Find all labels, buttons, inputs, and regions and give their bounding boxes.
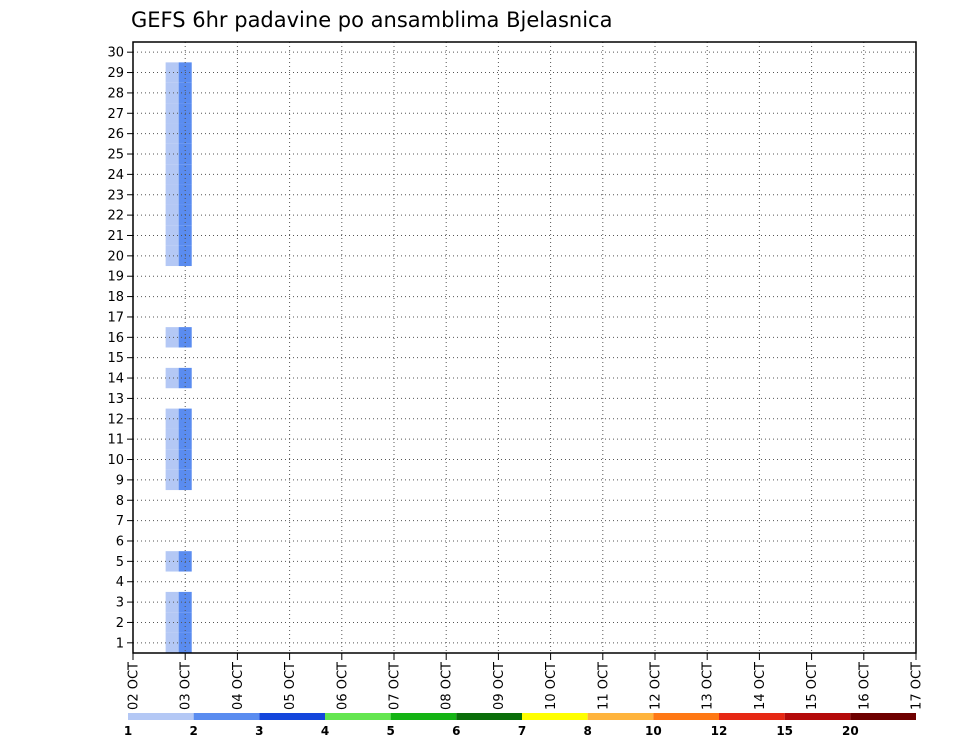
legend-label: 15 xyxy=(776,724,793,738)
legend-label: 4 xyxy=(321,724,329,738)
heatmap-cell xyxy=(165,408,179,429)
y-tick-label: 3 xyxy=(116,596,124,611)
y-tick-label: 7 xyxy=(116,514,124,529)
x-tick-label: 09 OCT xyxy=(492,662,507,710)
heatmap-cell xyxy=(165,632,179,653)
legend-label: 1 xyxy=(124,724,132,738)
heatmap-cell xyxy=(165,164,179,185)
x-tick-label: 03 OCT xyxy=(179,662,194,710)
x-tick-label: 14 OCT xyxy=(753,662,768,710)
heatmap-cell xyxy=(165,591,179,613)
legend-label: 3 xyxy=(255,724,263,738)
x-tick-label: 04 OCT xyxy=(231,662,246,710)
chart-title: GEFS 6hr padavine po ansamblima Bjelasni… xyxy=(131,8,612,32)
legend-swatch xyxy=(259,713,325,720)
legend-label: 6 xyxy=(452,724,460,738)
y-tick-label: 9 xyxy=(116,473,124,488)
y-tick-label: 4 xyxy=(116,575,124,590)
y-axis: 1234567891011121314151617181920212223242… xyxy=(107,46,133,651)
y-tick-label: 26 xyxy=(107,127,124,142)
y-tick-label: 10 xyxy=(107,453,124,468)
heatmap-cell xyxy=(165,225,179,246)
y-tick-label: 8 xyxy=(116,494,124,509)
y-tick-label: 12 xyxy=(107,412,124,427)
y-tick-label: 14 xyxy=(107,372,124,387)
x-tick-label: 02 OCT xyxy=(127,662,142,710)
x-tick-label: 05 OCT xyxy=(283,662,298,710)
heatmap-cell xyxy=(165,612,179,633)
legend-swatch xyxy=(850,713,916,720)
legend-label: 2 xyxy=(189,724,197,738)
x-tick-label: 06 OCT xyxy=(335,662,350,710)
heatmap-cell xyxy=(165,143,179,165)
heatmap-cell xyxy=(165,82,179,104)
legend-swatch xyxy=(456,713,522,720)
y-tick-label: 27 xyxy=(107,107,124,122)
heatmap-cell xyxy=(165,184,179,205)
x-tick-label: 15 OCT xyxy=(805,662,820,710)
y-tick-label: 6 xyxy=(116,534,124,549)
y-tick-label: 30 xyxy=(107,46,124,61)
legend-swatch xyxy=(522,713,588,720)
y-tick-label: 24 xyxy=(107,168,124,183)
legend-swatch xyxy=(193,713,260,720)
y-tick-label: 2 xyxy=(116,616,124,631)
heatmap-cell xyxy=(165,204,179,226)
y-tick-label: 15 xyxy=(107,351,124,366)
legend-label: 5 xyxy=(386,724,394,738)
x-tick-label: 08 OCT xyxy=(440,662,455,710)
y-tick-label: 17 xyxy=(107,310,124,325)
heatmap-cell xyxy=(165,551,179,572)
legend-swatch xyxy=(719,713,785,720)
legend-swatch xyxy=(325,713,391,720)
heatmap-cell xyxy=(165,62,179,83)
x-tick-label: 13 OCT xyxy=(701,662,716,710)
y-tick-label: 18 xyxy=(107,290,124,305)
legend-swatch xyxy=(784,713,851,720)
y-tick-label: 22 xyxy=(107,209,124,224)
y-tick-label: 23 xyxy=(107,188,124,203)
grid-lines xyxy=(133,42,916,653)
legend-label: 8 xyxy=(583,724,591,738)
x-axis: 02 OCT 03 OCT 04 OCT 05 OCT 06 OCT 07 OCT 08 O… xyxy=(127,653,925,710)
legend-label: 20 xyxy=(842,724,859,738)
heatmap-cell xyxy=(165,449,179,470)
legend-label: 7 xyxy=(518,724,526,738)
y-tick-label: 21 xyxy=(107,229,124,244)
x-tick-label: 12 OCT xyxy=(649,662,664,710)
y-tick-label: 28 xyxy=(107,86,124,101)
heatmap-cell xyxy=(165,469,179,491)
heatmap-cell xyxy=(165,367,179,389)
x-tick-label: 11 OCT xyxy=(596,662,611,710)
legend-label: 10 xyxy=(645,724,662,738)
legend-swatch xyxy=(128,713,194,720)
y-tick-label: 20 xyxy=(107,249,124,264)
x-tick-label: 17 OCT xyxy=(910,662,925,710)
y-tick-label: 5 xyxy=(116,555,124,570)
y-tick-label: 16 xyxy=(107,331,124,346)
x-tick-label: 10 OCT xyxy=(544,662,559,710)
y-tick-label: 25 xyxy=(107,148,124,163)
legend-label: 12 xyxy=(711,724,728,738)
heatmap-cell xyxy=(165,327,179,348)
heatmap-cell xyxy=(165,245,179,267)
heatmap-cell xyxy=(165,428,179,450)
y-tick-label: 29 xyxy=(107,66,124,81)
y-tick-label: 1 xyxy=(116,636,124,651)
x-tick-label: 07 OCT xyxy=(388,662,403,710)
color-legend: 1 2 3 4 5 6 7 8 10 12 15 20 xyxy=(124,713,916,738)
legend-swatch xyxy=(390,713,457,720)
plot-frame xyxy=(132,41,917,654)
y-tick-label: 11 xyxy=(107,433,124,448)
y-tick-label: 19 xyxy=(107,270,124,285)
x-tick-label: 16 OCT xyxy=(857,662,872,710)
y-tick-label: 13 xyxy=(107,392,124,407)
heatmap-cell xyxy=(165,103,179,124)
heatmap-cell xyxy=(165,123,179,144)
legend-swatch xyxy=(653,713,719,720)
legend-swatch xyxy=(587,713,654,720)
